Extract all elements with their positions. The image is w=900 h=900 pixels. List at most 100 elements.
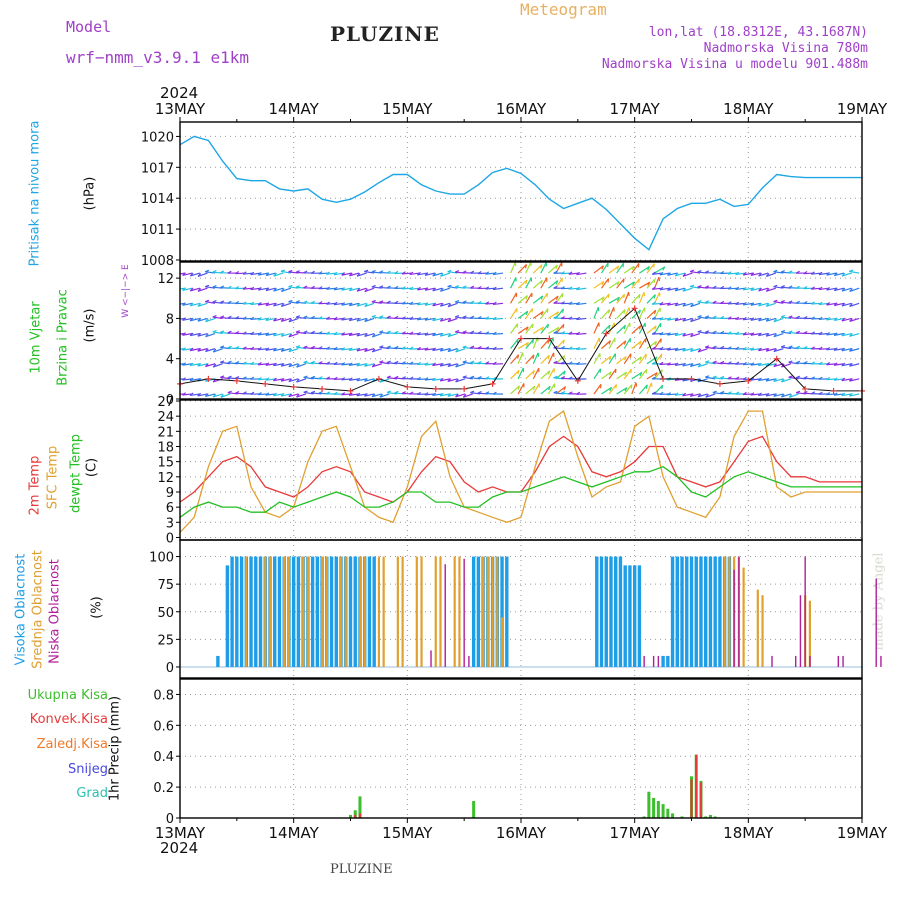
wind-arrowhead xyxy=(175,272,178,275)
wind-arrow xyxy=(593,296,605,304)
wind-arrowhead xyxy=(333,391,338,395)
wind-arrowhead xyxy=(212,300,217,303)
wind-arrowhead xyxy=(401,331,406,335)
wind-arrow xyxy=(818,302,829,306)
wind-arrow xyxy=(463,393,473,398)
wind-arrowhead xyxy=(364,303,368,307)
wind-arrowhead xyxy=(235,331,240,334)
wind-arrowhead xyxy=(608,340,611,345)
wind-arrowhead xyxy=(348,272,353,277)
wind-arrowhead xyxy=(553,270,558,274)
wind-arrow xyxy=(349,272,360,277)
wind-arrowhead xyxy=(788,360,793,363)
wind-arrow xyxy=(540,308,549,319)
wind-arrowhead xyxy=(524,264,528,269)
wind-arrowhead xyxy=(651,301,656,305)
wind-arrowhead xyxy=(758,332,762,337)
wind-arrowhead xyxy=(469,285,475,289)
wind-arrow xyxy=(517,326,529,335)
wind-arrow xyxy=(743,317,754,321)
wind-arrow xyxy=(190,287,201,292)
wind-arrowhead xyxy=(386,285,391,289)
wind-arrowhead xyxy=(735,346,740,350)
wind-arrow xyxy=(555,355,566,365)
wind-arrowhead xyxy=(447,363,452,367)
wind-arrowhead xyxy=(447,348,452,352)
wind-arrow xyxy=(273,378,284,382)
wind-arrowhead xyxy=(242,376,247,380)
wind-arrowhead xyxy=(364,363,368,367)
wind-arrowhead xyxy=(651,361,656,365)
wind-arrowhead xyxy=(628,292,630,297)
wind-arrow xyxy=(841,302,852,307)
wind-arrowhead xyxy=(525,279,528,285)
wind-arrow xyxy=(485,272,496,275)
wind-arrowhead xyxy=(608,371,612,376)
wind-arrow xyxy=(690,348,701,353)
wind-arrowhead xyxy=(653,263,655,268)
wind-arrowhead xyxy=(379,360,384,363)
y-tick-label: 0 xyxy=(166,661,174,676)
wind-arrowhead xyxy=(758,362,762,367)
wind-arrow xyxy=(682,287,693,292)
wind-arrow xyxy=(525,323,534,334)
wind-arrow xyxy=(631,263,640,274)
wind-arrowhead xyxy=(563,370,566,375)
date-label-top: 16MAY xyxy=(496,100,547,118)
wind-arrow xyxy=(447,286,458,289)
cloud-high-bar xyxy=(329,556,334,667)
cloud-high-bar xyxy=(599,556,604,667)
precip-total-bar xyxy=(661,804,665,818)
wind-arrowhead xyxy=(197,347,202,352)
wind-arrow xyxy=(682,332,693,337)
wind-arrowhead xyxy=(182,392,187,396)
wind-arrowhead xyxy=(697,393,702,398)
wind-arrow xyxy=(743,287,754,291)
precip-label-5: Grad xyxy=(76,786,108,801)
wind-arrowhead xyxy=(682,272,687,277)
wind-arrowhead xyxy=(560,286,565,290)
wind-arrow xyxy=(280,378,291,382)
wind-arrowhead xyxy=(424,287,429,291)
wind-arrow xyxy=(349,378,360,381)
date-label-top: 14MAY xyxy=(269,100,320,118)
wind-arrow xyxy=(525,308,533,319)
wind-arrow xyxy=(818,272,829,276)
wind-arrowhead xyxy=(525,326,529,331)
wind-arrow xyxy=(356,317,367,322)
wind-arrowhead xyxy=(750,377,755,381)
wind-arrowhead xyxy=(341,287,346,291)
wind-arrowhead xyxy=(704,285,710,289)
wind-arrowhead xyxy=(341,332,346,336)
cloud-mid-bar xyxy=(377,556,381,667)
wind-arrowhead xyxy=(597,307,600,312)
cloud-high-bar xyxy=(628,565,632,667)
wind-arrow xyxy=(265,378,276,381)
wind-arrow xyxy=(517,352,524,364)
wind-arrowhead xyxy=(720,315,725,319)
cloud-mid-bar xyxy=(264,556,267,667)
wind-arrowhead xyxy=(826,332,831,336)
wind-arrow xyxy=(735,302,746,305)
wind-arrowhead xyxy=(833,302,838,306)
wind-arrowhead xyxy=(401,376,406,380)
wind-arrow xyxy=(197,393,208,397)
wind-arrowhead xyxy=(212,330,217,333)
cloud-high-bar xyxy=(670,556,675,667)
cloud-high-bar xyxy=(689,556,694,667)
wind-arrow xyxy=(547,368,555,380)
wind-arrowhead xyxy=(440,287,444,292)
wind-arrowhead xyxy=(654,341,658,346)
wind-arrowhead xyxy=(826,287,831,291)
wind-arrowhead xyxy=(810,301,815,305)
wind-arrowhead xyxy=(439,302,444,307)
precip-total-bar xyxy=(671,813,675,818)
precip-conv-bar xyxy=(695,754,698,818)
wind-arrow xyxy=(349,332,360,337)
wind-arrowhead xyxy=(296,378,300,383)
wind-arrow xyxy=(576,302,587,306)
wind-arrow xyxy=(781,363,792,368)
wind-arrowhead xyxy=(386,390,391,394)
meteogram-label: Meteogram xyxy=(520,0,607,19)
wind-arrowhead xyxy=(356,317,361,322)
